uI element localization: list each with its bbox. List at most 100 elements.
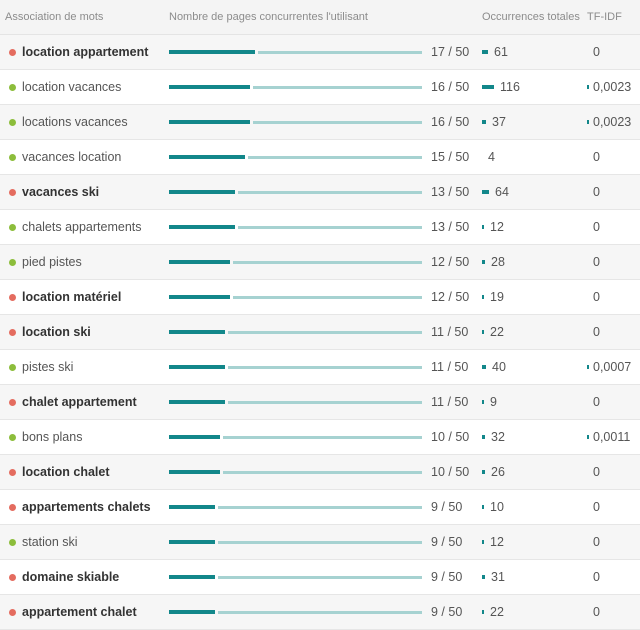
pages-bar-divider bbox=[250, 119, 253, 125]
pages-count: 17 / 50 bbox=[431, 45, 470, 59]
tfidf-value: 0 bbox=[593, 605, 600, 619]
status-dot-red bbox=[9, 399, 16, 406]
tfidf-value: 0 bbox=[593, 570, 600, 584]
pages-bar-track bbox=[169, 191, 422, 194]
status-dot-green bbox=[9, 119, 16, 126]
tfidf-value: 0,0011 bbox=[593, 430, 631, 444]
pages-count: 13 / 50 bbox=[431, 220, 470, 234]
tfidf-value: 0 bbox=[593, 465, 600, 479]
pages-bar-fill bbox=[169, 575, 215, 579]
pages-bar-fill bbox=[169, 295, 230, 299]
pages-count: 11 / 50 bbox=[431, 360, 469, 374]
keyword-label: appartements chalets bbox=[22, 500, 151, 514]
pages-bar-divider bbox=[255, 49, 258, 55]
keyword-label: vacances location bbox=[22, 150, 122, 164]
table-row[interactable]: location vacances 16 / 50 116 0,0023 bbox=[0, 70, 640, 105]
table-body: location appartement 17 / 50 61 0 location v… bbox=[0, 35, 640, 630]
keyword-label: location chalet bbox=[22, 465, 110, 479]
pages-bar-fill bbox=[169, 190, 235, 194]
pages-bar-fill bbox=[169, 120, 250, 124]
table-row[interactable]: appartements chalets 9 / 50 10 0 bbox=[0, 490, 640, 525]
table-row[interactable]: locations vacances 16 / 50 37 0,0023 bbox=[0, 105, 640, 140]
header-competitor-pages[interactable]: Nombre de pages concurrentes l'utilisant bbox=[169, 11, 368, 23]
keyword-label: appartement chalet bbox=[22, 605, 137, 619]
occurrences-bar bbox=[482, 295, 484, 299]
pages-bar-track bbox=[169, 331, 422, 334]
pages-count: 16 / 50 bbox=[431, 80, 470, 94]
tfidf-value: 0 bbox=[593, 45, 600, 59]
pages-count: 16 / 50 bbox=[431, 115, 470, 129]
table-row[interactable]: chalet appartement 11 / 50 9 0 bbox=[0, 385, 640, 420]
status-dot-green bbox=[9, 539, 16, 546]
pages-count: 13 / 50 bbox=[431, 185, 470, 199]
status-dot-green bbox=[9, 259, 16, 266]
table-row[interactable]: bons plans 10 / 50 32 0,0011 bbox=[0, 420, 640, 455]
pages-bar-fill bbox=[169, 540, 215, 544]
table-row[interactable]: station ski 9 / 50 12 0 bbox=[0, 525, 640, 560]
pages-count: 12 / 50 bbox=[431, 255, 470, 269]
keyword-label: chalet appartement bbox=[22, 395, 137, 409]
table-row[interactable]: location ski 11 / 50 22 0 bbox=[0, 315, 640, 350]
pages-bar-fill bbox=[169, 50, 255, 54]
keyword-label: location appartement bbox=[22, 45, 149, 59]
tfidf-value: 0 bbox=[593, 395, 600, 409]
pages-count: 11 / 50 bbox=[431, 325, 469, 339]
table-row[interactable]: domaine skiable 9 / 50 31 0 bbox=[0, 560, 640, 595]
table-row[interactable]: vacances location 15 / 50 4 0 bbox=[0, 140, 640, 175]
header-association[interactable]: Association de mots bbox=[5, 11, 104, 23]
pages-bar-track bbox=[169, 296, 422, 299]
occurrences-count: 12 bbox=[490, 535, 504, 549]
header-tfidf[interactable]: TF-IDF bbox=[587, 11, 622, 23]
occurrences-count: 116 bbox=[500, 80, 520, 94]
tfidf-value: 0 bbox=[593, 500, 600, 514]
status-dot-red bbox=[9, 609, 16, 616]
pages-bar-track bbox=[169, 436, 422, 439]
table-row[interactable]: pistes ski 11 / 50 40 0,0007 bbox=[0, 350, 640, 385]
pages-bar-fill bbox=[169, 85, 250, 89]
pages-bar-track bbox=[169, 51, 422, 54]
occurrences-count: 40 bbox=[492, 360, 506, 374]
occurrences-count: 37 bbox=[492, 115, 506, 129]
occurrences-bar bbox=[482, 190, 489, 194]
occurrences-count: 9 bbox=[490, 395, 497, 409]
table-header: Association de mots Nombre de pages conc… bbox=[0, 0, 640, 35]
pages-bar-track bbox=[169, 86, 422, 89]
status-dot-green bbox=[9, 224, 16, 231]
status-dot-green bbox=[9, 434, 16, 441]
status-dot-red bbox=[9, 294, 16, 301]
pages-bar-divider bbox=[250, 84, 253, 90]
pages-bar-track bbox=[169, 506, 422, 509]
pages-count: 10 / 50 bbox=[431, 465, 470, 479]
occurrences-bar bbox=[482, 330, 484, 334]
keyword-label: vacances ski bbox=[22, 185, 100, 199]
table-row[interactable]: location appartement 17 / 50 61 0 bbox=[0, 35, 640, 70]
occurrences-count: 31 bbox=[491, 570, 505, 584]
pages-bar-divider bbox=[220, 469, 223, 475]
table-row[interactable]: chalets appartements 13 / 50 12 0 bbox=[0, 210, 640, 245]
table-row[interactable]: vacances ski 13 / 50 64 0 bbox=[0, 175, 640, 210]
pages-count: 12 / 50 bbox=[431, 290, 470, 304]
pages-bar-divider bbox=[230, 259, 233, 265]
occurrences-bar bbox=[482, 435, 485, 439]
keyword-label: chalets appartements bbox=[22, 220, 142, 234]
occurrences-count: 19 bbox=[490, 290, 504, 304]
header-total-occurrences[interactable]: Occurrences totales bbox=[482, 11, 580, 23]
occurrences-bar bbox=[482, 260, 485, 264]
table-row[interactable]: location chalet 10 / 50 26 0 bbox=[0, 455, 640, 490]
pages-bar-fill bbox=[169, 400, 225, 404]
table-row[interactable]: pied pistes 12 / 50 28 0 bbox=[0, 245, 640, 280]
table-row[interactable]: appartement chalet 9 / 50 22 0 bbox=[0, 595, 640, 630]
table-row[interactable]: location matériel 12 / 50 19 0 bbox=[0, 280, 640, 315]
pages-bar-fill bbox=[169, 225, 235, 229]
occurrences-count: 64 bbox=[495, 185, 509, 199]
keyword-label: location matériel bbox=[22, 290, 122, 304]
pages-bar-divider bbox=[235, 189, 238, 195]
keyword-label: location ski bbox=[22, 325, 91, 339]
status-dot-red bbox=[9, 189, 16, 196]
occurrences-bar bbox=[482, 575, 485, 579]
pages-bar-divider bbox=[235, 224, 238, 230]
pages-bar-divider bbox=[215, 539, 218, 545]
pages-bar-track bbox=[169, 121, 422, 124]
pages-count: 9 / 50 bbox=[431, 605, 463, 619]
pages-bar-fill bbox=[169, 330, 225, 334]
